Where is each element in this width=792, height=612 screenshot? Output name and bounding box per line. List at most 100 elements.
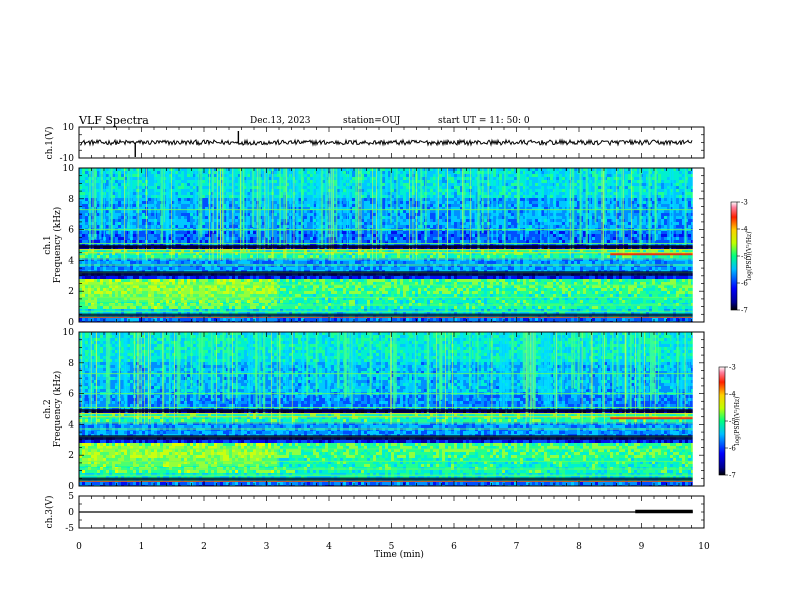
psd-cell: [157, 315, 161, 319]
psd-cell: [118, 261, 122, 265]
psd-cell: [85, 282, 89, 286]
psd-cell: [235, 213, 239, 217]
psd-cell: [241, 204, 245, 208]
psd-cell: [181, 210, 185, 214]
psd-cell: [184, 195, 188, 199]
psd-cell: [148, 192, 152, 196]
psd-cell: [190, 177, 194, 181]
psd-cell: [307, 192, 311, 196]
psd-cell: [268, 291, 272, 295]
psd-cell: [232, 276, 236, 280]
psd-cell: [124, 210, 128, 214]
psd-cell: [322, 321, 326, 322]
psd-cell: [205, 279, 209, 283]
psd-cell: [340, 288, 344, 292]
psd-cell: [307, 258, 311, 262]
psd-cell: [196, 195, 200, 199]
psd-cell: [223, 234, 227, 238]
psd-cell: [262, 285, 266, 289]
psd-cell: [268, 294, 272, 298]
psd-cell: [262, 240, 266, 244]
psd-cell: [100, 234, 104, 238]
psd-cell: [304, 285, 308, 289]
psd-cell: [241, 240, 245, 244]
psd-cell: [313, 321, 317, 322]
psd-cell: [190, 204, 194, 208]
psd-cell: [214, 219, 218, 223]
psd-cell: [103, 261, 107, 265]
psd-cell: [352, 282, 356, 286]
psd-cell: [142, 321, 146, 322]
psd-cell: [343, 258, 347, 262]
psd-cell: [235, 219, 239, 223]
psd-cell: [112, 261, 116, 265]
psd-cell: [274, 255, 278, 259]
psd-cell: [220, 216, 224, 220]
psd-cell: [127, 288, 131, 292]
psd-cell: [112, 318, 116, 322]
psd-cell: [280, 198, 284, 202]
psd-cell: [235, 297, 239, 301]
psd-cell: [97, 234, 101, 238]
psd-cell: [202, 177, 206, 181]
psd-cell: [202, 183, 206, 187]
psd-cell: [229, 204, 233, 208]
psd-cell: [262, 177, 266, 181]
psd-cell: [235, 192, 239, 196]
psd-cell: [184, 240, 188, 244]
psd-cell: [85, 240, 89, 244]
psd-cell: [136, 180, 140, 184]
psd-cell: [274, 177, 278, 181]
psd-cell: [160, 282, 164, 286]
psd-cell: [88, 255, 92, 259]
psd-cell: [139, 315, 143, 319]
psd-cell: [280, 231, 284, 235]
psd-cell: [241, 297, 245, 301]
psd-cell: [268, 249, 272, 253]
psd-cell: [304, 291, 308, 295]
psd-cell: [121, 249, 125, 253]
psd-cell: [334, 255, 338, 259]
psd-cell: [349, 315, 353, 319]
psd-cell: [157, 240, 161, 244]
psd-cell: [91, 282, 95, 286]
psd-cell: [118, 198, 122, 202]
psd-cell: [247, 318, 251, 322]
psd-cell: [133, 222, 137, 226]
psd-cell: [169, 219, 173, 223]
psd-cell: [229, 255, 233, 259]
psd-cell: [133, 198, 137, 202]
psd-cell: [217, 279, 221, 283]
psd-cell: [298, 294, 302, 298]
psd-cell: [277, 252, 281, 256]
psd-cell: [328, 174, 332, 178]
psd-cell: [199, 297, 203, 301]
psd-cell: [352, 231, 356, 235]
psd-cell: [244, 201, 248, 205]
psd-cell: [148, 210, 152, 214]
psd-cell: [106, 189, 110, 193]
psd-cell: [217, 249, 221, 253]
psd-cell: [169, 192, 173, 196]
psd-cell: [115, 225, 119, 229]
psd-cell: [106, 249, 110, 253]
psd-cell: [151, 174, 155, 178]
psd-cell: [97, 240, 101, 244]
ch1-spikes: [134, 131, 240, 157]
psd-cell: [139, 261, 143, 265]
psd-cell: [106, 306, 110, 310]
psd-cell: [262, 309, 266, 313]
psd-cell: [235, 189, 239, 193]
psd-cell: [283, 297, 287, 301]
psd-cell: [151, 177, 155, 181]
psd-cell: [118, 210, 122, 214]
psd-cell: [175, 264, 179, 268]
psd-cell: [193, 258, 197, 262]
psd-cell: [322, 210, 326, 214]
psd-cell: [109, 297, 113, 301]
psd-cell: [124, 279, 128, 283]
psd-cell: [82, 201, 86, 205]
psd-cell: [106, 231, 110, 235]
psd-cell: [238, 318, 242, 322]
psd-cell: [337, 306, 341, 310]
